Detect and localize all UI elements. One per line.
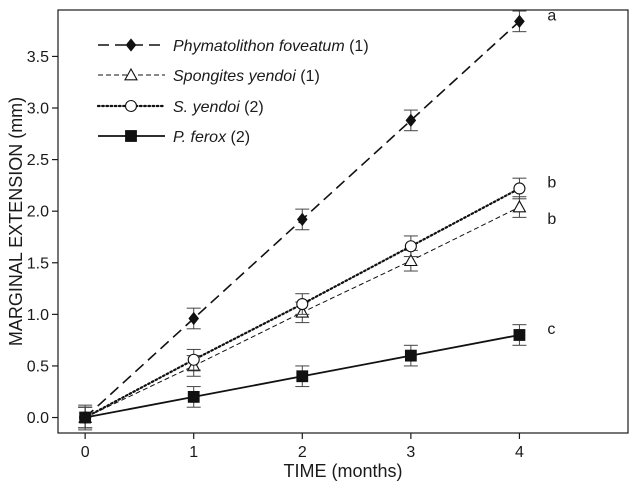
data-point	[296, 297, 309, 311]
legend-group-number: (1)	[296, 68, 320, 85]
legend-species-name: P. ferox	[173, 129, 227, 146]
y-tick-label: 0.5	[27, 358, 49, 375]
data-point	[514, 14, 525, 28]
legend-group-number: (1)	[345, 38, 369, 55]
y-tick-label: 3.5	[27, 49, 49, 66]
legend-label: P. ferox (2)	[173, 129, 250, 146]
legend-label: S. yendoi (2)	[173, 99, 264, 116]
x-tick-label: 0	[81, 444, 90, 461]
y-axis-title: MARGINAL EXTENSION (mm)	[6, 97, 26, 346]
legend-entry-4: P. ferox (2)	[98, 129, 250, 146]
data-point	[296, 212, 308, 227]
x-tick-label: 3	[406, 444, 415, 461]
data-point	[404, 349, 417, 362]
group-letters: a b b c	[547, 7, 556, 338]
data-point	[187, 353, 200, 366]
data-point	[405, 113, 417, 128]
legend-entry-2: Spongites yendoi (1)	[98, 67, 320, 85]
legend-marker	[124, 99, 138, 113]
y-tick-label: 1.5	[27, 255, 49, 272]
legend-marker	[124, 67, 138, 81]
x-axis: 0 1 2 3 4	[81, 433, 524, 461]
legend-species-name: Spongites yendoi	[173, 68, 296, 85]
data-point	[513, 329, 526, 341]
series-3	[78, 177, 527, 429]
group-letter: b	[547, 211, 556, 228]
x-tick-label: 4	[515, 444, 524, 461]
data-point	[187, 390, 200, 403]
group-letter: a	[547, 7, 556, 24]
y-tick-label: 0.0	[27, 410, 49, 427]
data-point	[512, 199, 527, 213]
y-axis: 0.0 0.5 1.0 1.5 2.0 2.5 3.0 3.5	[27, 49, 58, 427]
legend-entry-3: S. yendoi (2)	[96, 99, 264, 116]
data-point	[79, 411, 92, 424]
legend-species-name: S. yendoi	[173, 99, 240, 116]
legend-group-number: (2)	[226, 129, 250, 146]
x-tick-label: 1	[189, 444, 198, 461]
series-4	[78, 324, 527, 431]
legend-entry-1: Phymatolithon foveatum (1)	[98, 38, 369, 55]
group-letter: c	[547, 321, 555, 338]
data-point	[513, 182, 526, 195]
data-point	[403, 253, 418, 267]
plot-border	[57, 9, 629, 434]
series-layer	[78, 10, 527, 431]
legend-label: Spongites yendoi (1)	[173, 68, 320, 85]
data-point	[188, 311, 200, 326]
x-tick-label: 2	[298, 444, 307, 461]
group-letter: b	[547, 174, 556, 191]
y-tick-label: 2.5	[27, 152, 49, 169]
y-tick-label: 3.0	[27, 101, 49, 118]
data-point	[296, 370, 309, 383]
plot-frame	[57, 9, 629, 434]
legend: Phymatolithon foveatum (1)Spongites yend…	[96, 38, 369, 146]
x-axis-title: TIME (months)	[283, 461, 402, 481]
legend-species-name: Phymatolithon foveatum	[173, 38, 345, 55]
y-tick-label: 2.0	[27, 204, 49, 221]
legend-group-number: (2)	[240, 99, 264, 116]
legend-label: Phymatolithon foveatum (1)	[173, 38, 369, 55]
data-point	[404, 240, 417, 253]
y-tick-label: 1.0	[27, 307, 49, 324]
legend-marker	[125, 130, 137, 142]
legend-marker	[125, 38, 137, 52]
